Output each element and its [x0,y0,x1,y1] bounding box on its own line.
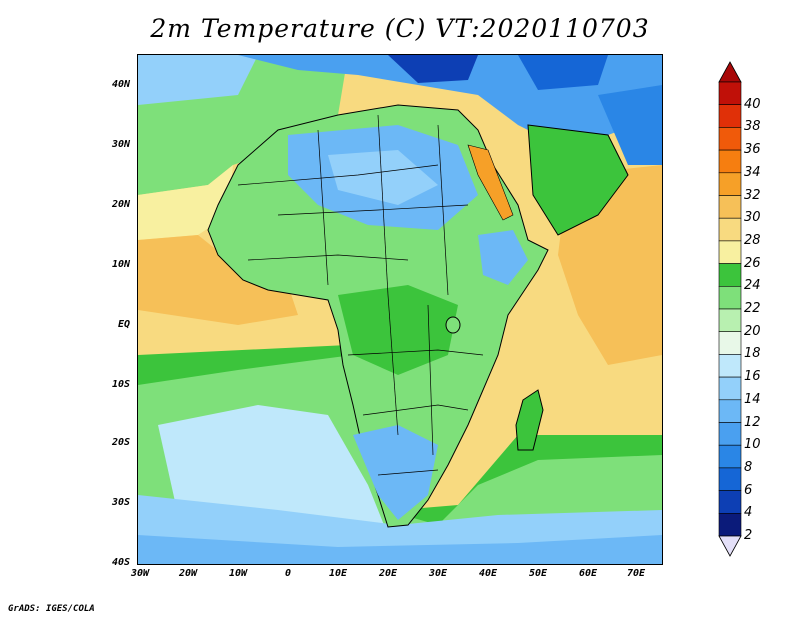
colorbar [718,61,742,557]
colorbar-high-arrow [718,61,742,83]
southern-band-cold [138,535,662,564]
lon-label: 10E [328,568,348,579]
colorbar-swatch [718,308,742,333]
colorbar-level-label: 26 [744,255,761,271]
lake-victoria [445,316,461,334]
north-atlantic-cool [138,55,258,105]
colorbar-level-label: 34 [744,164,761,180]
colorbar-swatch [718,240,742,264]
colorbar-swatch [718,195,742,219]
colorbar-swatch [718,217,742,242]
colorbar-level-label: 40 [744,96,761,112]
lat-label: EQ [117,319,130,330]
lon-label: 0 [284,568,292,579]
colorbar-swatch [718,263,742,287]
sahara-cool-core [328,150,438,205]
colorbar-level-label: 30 [744,210,761,226]
colorbar-level-label: 22 [744,301,761,316]
colorbar-level-label: 20 [744,323,761,339]
colorbar-level-label: 10 [744,437,761,453]
lon-label: 20E [378,568,398,579]
lat-label: 10S [111,379,130,390]
colorbar-level-label: 38 [744,119,761,135]
atlantic-transition [138,165,233,240]
lat-label: 40S [111,557,130,568]
colorbar-swatch [718,422,742,446]
temperature-map [137,54,663,565]
colorbar-level-label: 28 [744,232,761,248]
gulf-of-guinea-warm [138,235,298,325]
colorbar-level-label: 14 [744,391,761,407]
lon-label: 30E [428,568,448,579]
ethiopian-highlands [478,230,528,285]
lat-label: 40N [111,79,130,90]
colorbar-level-label: 12 [744,414,761,430]
colorbar-level-label: 36 [744,142,761,158]
map-title: 2m Temperature (C) VT:2020110703 [150,14,650,43]
colorbar-swatch [718,399,742,423]
colorbar-swatch [718,81,742,106]
lon-label: 50E [528,568,548,579]
lat-label: 20S [111,437,130,448]
colorbar-swatch [718,172,742,196]
colorbar-level-label: 6 [744,482,753,498]
lon-label: 70E [626,568,646,579]
colorbar-level-label: 16 [744,369,761,385]
country-borders [237,114,484,476]
arabian-peninsula [527,124,629,236]
southern-africa-cool [353,425,438,520]
grads-credit: GrADS: IGES/COLA [8,604,95,614]
colorbar-level-label: 4 [744,505,753,521]
colorbar-swatch [718,512,742,537]
colorbar-level-label: 8 [744,459,753,475]
colorbar-low-arrow [718,535,742,557]
colorbar-level-label: 2 [744,528,753,543]
colorbar-swatch [718,286,742,310]
colorbar-swatch [718,354,742,378]
lat-label: 30S [111,497,130,508]
red-sea [467,144,514,221]
colorbar-swatch [718,104,742,128]
colorbar-swatch [718,490,742,514]
colorbar-level-label: 24 [744,278,761,294]
colorbar-swatch [718,467,742,491]
colorbar-level-label: 32 [744,187,761,203]
colorbar-swatch [718,376,742,401]
colorbar-swatch [718,127,742,151]
colorbar-swatch [718,331,742,355]
madagascar [515,389,544,451]
lon-label: 40E [478,568,498,579]
lat-label: 20N [111,199,130,210]
colorbar-level-label: 18 [744,346,761,362]
lat-label: 30N [111,139,130,150]
southern-europe-cold [388,55,478,83]
lon-label: 60E [578,568,598,579]
lon-label: 30W [130,568,150,579]
lon-label: 20W [178,568,198,579]
colorbar-swatch [718,444,742,469]
turkey-cold [518,55,608,90]
lat-label: 10N [111,259,130,270]
iran-region [598,85,662,165]
lon-label: 10W [228,568,248,579]
colorbar-swatch [718,149,742,174]
